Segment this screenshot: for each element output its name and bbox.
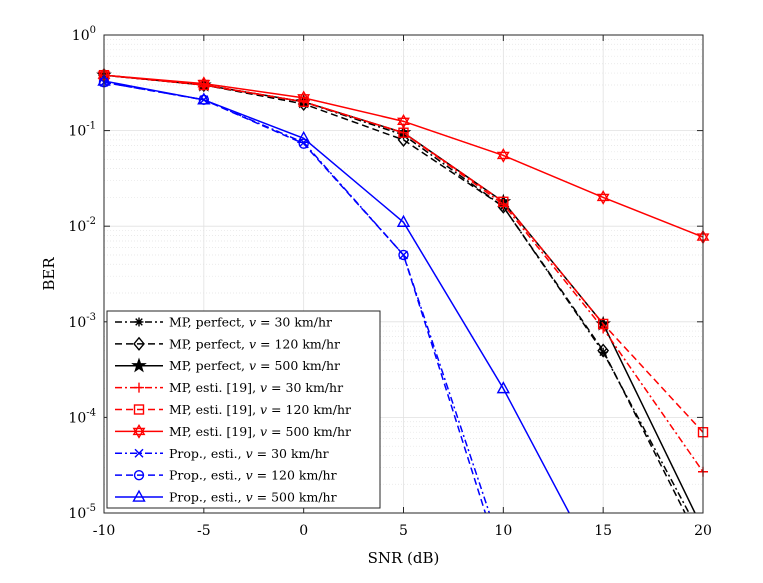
y-tick-label: 10-4 bbox=[68, 407, 96, 426]
legend-entry: Prop., esti., v = 500 km/hr bbox=[115, 490, 337, 505]
series-line bbox=[103, 80, 570, 514]
legend-entry: MP, perfect, v = 30 km/hr bbox=[115, 314, 332, 329]
legend-marker bbox=[132, 423, 146, 439]
legend-label: Prop., esti., v = 500 km/hr bbox=[169, 490, 337, 505]
y-tick-label: 10-3 bbox=[68, 312, 96, 331]
x-tick-label: 0 bbox=[299, 523, 308, 539]
y-tick-label: 10-1 bbox=[68, 121, 96, 140]
data-point bbox=[496, 148, 510, 163]
data-point bbox=[398, 249, 409, 261]
data-point bbox=[598, 347, 608, 357]
legend-marker bbox=[131, 357, 147, 373]
x-tick-label: 20 bbox=[694, 523, 712, 539]
data-point bbox=[597, 343, 610, 358]
y-tick-label: 10-5 bbox=[68, 503, 96, 522]
legend-entry: Prop., esti., v = 120 km/hr bbox=[115, 468, 337, 483]
x-tick-label: -5 bbox=[197, 523, 211, 539]
legend-label: MP, perfect, v = 30 km/hr bbox=[169, 314, 332, 329]
legend-label: MP, esti. [19], v = 120 km/hr bbox=[169, 402, 351, 417]
y-axis-label: BER bbox=[40, 257, 58, 291]
legend-marker bbox=[134, 448, 144, 458]
data-point bbox=[396, 214, 411, 227]
data-point bbox=[398, 127, 409, 138]
legend-entry: MP, perfect, v = 120 km/hr bbox=[115, 336, 340, 351]
data-point bbox=[296, 130, 311, 144]
y-tick-label: 10-2 bbox=[68, 216, 96, 235]
data-point bbox=[596, 190, 610, 205]
legend-label: MP, esti. [19], v = 30 km/hr bbox=[169, 380, 343, 395]
x-axis-label: SNR (dB) bbox=[368, 549, 440, 567]
legend-entry: MP, esti. [19], v = 30 km/hr bbox=[115, 380, 343, 395]
legend-entry: MP, esti. [19], v = 120 km/hr bbox=[115, 402, 351, 417]
x-tick-label: -10 bbox=[93, 523, 116, 539]
legend-marker bbox=[133, 336, 145, 351]
data-point bbox=[197, 92, 211, 105]
legend-entry: MP, esti. [19], v = 500 km/hr bbox=[115, 424, 351, 439]
x-tick-label: 15 bbox=[594, 523, 612, 539]
legend-label: Prop., esti., v = 120 km/hr bbox=[169, 468, 337, 483]
legend-marker bbox=[133, 404, 145, 415]
x-tick-label: 5 bbox=[399, 523, 408, 539]
axes: -10 -5 0 5 10 15 20 100 10-1 10-2 10-3 10-4 10-5 bbox=[68, 25, 711, 539]
series-line bbox=[103, 74, 704, 433]
legend-marker bbox=[134, 317, 144, 327]
series-line bbox=[103, 74, 704, 238]
legend-label: Prop., esti., v = 30 km/hr bbox=[169, 446, 329, 461]
series-layer bbox=[96, 66, 710, 514]
series-line bbox=[103, 81, 491, 514]
data-point bbox=[397, 113, 410, 129]
legend: MP, perfect, v = 30 km/hr MP, perfect, v … bbox=[106, 310, 381, 509]
data-point bbox=[597, 318, 609, 330]
legend-marker bbox=[134, 382, 144, 393]
data-point bbox=[197, 76, 211, 92]
legend-label: MP, perfect, v = 500 km/hr bbox=[169, 358, 340, 373]
data-point bbox=[498, 199, 509, 210]
data-point bbox=[297, 90, 311, 106]
legend-label: MP, esti. [19], v = 500 km/hr bbox=[169, 424, 351, 439]
legend-entry: Prop., esti., v = 30 km/hr bbox=[115, 446, 329, 461]
data-point bbox=[496, 381, 511, 394]
legend-label: MP, perfect, v = 120 km/hr bbox=[169, 336, 340, 351]
legend-marker bbox=[132, 489, 146, 502]
x-tick-label: 10 bbox=[494, 523, 512, 539]
y-tick-label: 100 bbox=[72, 25, 96, 44]
data-point bbox=[498, 196, 509, 207]
legend-entry: MP, perfect, v = 500 km/hr bbox=[115, 357, 340, 373]
legend-marker bbox=[133, 469, 145, 481]
